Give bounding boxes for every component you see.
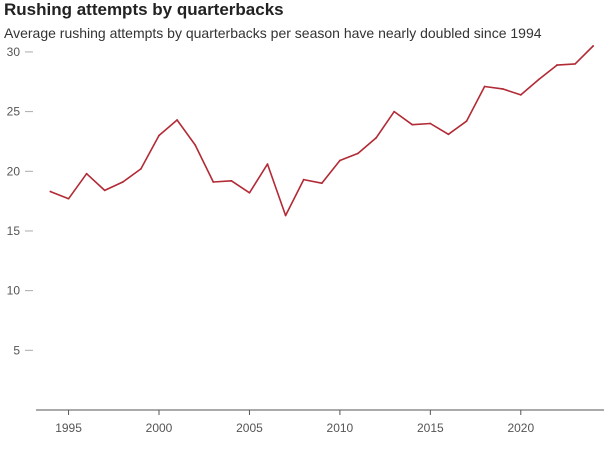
x-tick-label: 2000 (146, 421, 173, 435)
data-point (338, 159, 341, 162)
y-tick-label: 20 (7, 164, 21, 178)
chart-subtitle: Average rushing attempts by quarterbacks… (4, 25, 542, 41)
y-tick-label: 5 (13, 343, 20, 357)
data-point (556, 64, 558, 66)
data-point (519, 94, 522, 96)
data-point (501, 88, 504, 90)
data-point (248, 191, 251, 194)
data-point (49, 190, 52, 193)
data-point (67, 197, 70, 200)
x-tick-label: 2015 (417, 421, 444, 435)
data-point (483, 85, 486, 88)
data-point (85, 172, 88, 175)
chart-title: Rushing attempts by quarterbacks (4, 0, 284, 19)
data-point (393, 110, 396, 113)
data-point (447, 133, 450, 136)
data-point (103, 189, 106, 192)
data-point (302, 178, 305, 181)
data-point (592, 45, 595, 47)
y-tick-label: 10 (7, 284, 21, 298)
data-point (194, 144, 197, 146)
data-point (320, 182, 323, 185)
x-tick-label: 1995 (55, 421, 82, 435)
data-point (266, 163, 269, 166)
data-point (375, 136, 377, 139)
y-tick-label: 15 (7, 224, 21, 238)
data-point (357, 152, 359, 155)
x-tick-label: 2005 (236, 421, 263, 435)
data-point (284, 214, 287, 217)
data-point (574, 62, 576, 65)
data-point (176, 119, 178, 121)
data-point (411, 123, 414, 126)
series-line (49, 45, 594, 217)
data-point (121, 181, 124, 183)
data-point (230, 179, 233, 182)
y-tick-label: 25 (7, 105, 21, 119)
data-point (537, 78, 540, 81)
x-tick-label: 2010 (327, 421, 354, 435)
data-point (465, 120, 468, 123)
data-point (158, 134, 160, 137)
data-point (140, 168, 142, 170)
y-tick-label: 30 (7, 45, 21, 59)
data-point (212, 181, 215, 183)
x-tick-label: 2020 (507, 421, 534, 435)
data-point (429, 122, 432, 125)
